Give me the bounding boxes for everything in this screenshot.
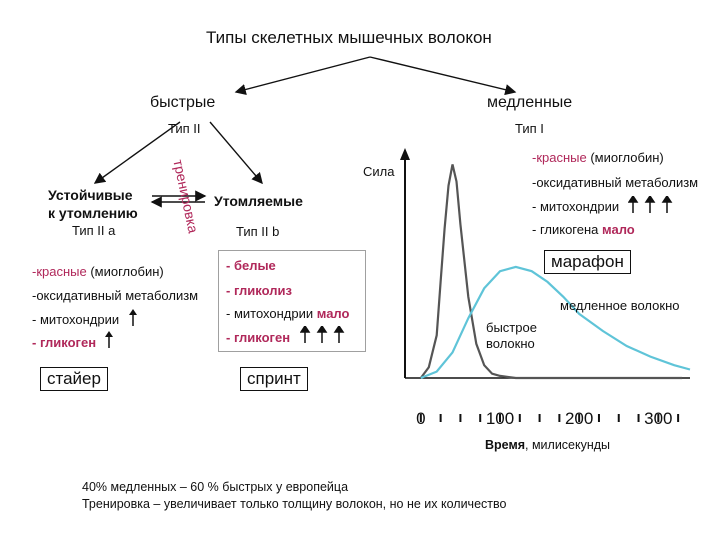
series-label-fast: быстрое волокно — [486, 320, 537, 351]
triple-up-arrow-icon — [300, 326, 345, 343]
series-line-0 — [419, 164, 683, 380]
type2b-prop-white: - белые — [226, 258, 276, 273]
x-tick-label: 100 — [486, 409, 514, 428]
slow-type: Тип I — [515, 121, 544, 136]
type2a-name-line1: Устойчивые — [48, 187, 133, 203]
chart-xlabel: Время, милисекунды — [485, 438, 611, 452]
diagram-title: Типы скелетных мышечных волокон — [206, 28, 492, 47]
series-label-slow: медленное волокно — [560, 298, 680, 313]
slow-prop-oxidative: -оксидативный метаболизм — [532, 175, 699, 190]
type2a-type: Тип II a — [72, 223, 116, 238]
footer-line2: Тренировка – увеличивает только толщину … — [82, 497, 507, 511]
x-tick-label: 200 — [565, 409, 593, 428]
slow-prop-mito: - митохондрии — [532, 199, 620, 214]
type2a-prop-mito: - митохондрии — [32, 312, 120, 327]
type2b-prop-glycogen: - гликоген — [226, 330, 291, 345]
sprint-box: спринт — [240, 367, 308, 391]
triple-up-arrow-icon — [628, 196, 673, 213]
type2a-prop-oxidative: -оксидативный метаболизм — [32, 288, 199, 303]
slow-prop-red: -красные (миоглобин) — [532, 150, 664, 165]
slow-prop-glycogen: - гликогена мало — [532, 222, 635, 237]
type2a-name-line2: к утомлению — [48, 205, 138, 221]
type2b-name: Утомляемые — [214, 193, 303, 209]
series-line-1 — [420, 265, 691, 380]
x-tick-label: 0 — [416, 409, 425, 428]
type2a-prop-red: -красные (миоглобин) — [32, 264, 164, 279]
x-tick-label: 300 — [644, 409, 672, 428]
type2a-prop-glycogen: - гликоген — [32, 335, 97, 350]
y-axis-arrow — [400, 148, 410, 160]
type2b-prop-mito: - митохондрии мало — [226, 306, 350, 321]
up-arrow-icon — [129, 309, 137, 326]
fast-type: Тип II — [168, 121, 201, 136]
type2b-type: Тип II b — [236, 224, 280, 239]
type2b-prop-glycolysis: - гликолиз — [226, 283, 292, 298]
stayer-box: стайер — [40, 367, 108, 391]
fast-label: быстрые — [150, 94, 216, 111]
up-arrow-icon — [105, 331, 113, 348]
footer-line1: 40% медленных – 60 % быстрых у европейца — [82, 480, 349, 494]
slow-label: медленные — [487, 94, 573, 111]
marathon-box: марафон — [544, 250, 631, 274]
chart-ylabel: Сила — [363, 164, 395, 179]
type2b-props-frame — [218, 250, 366, 352]
